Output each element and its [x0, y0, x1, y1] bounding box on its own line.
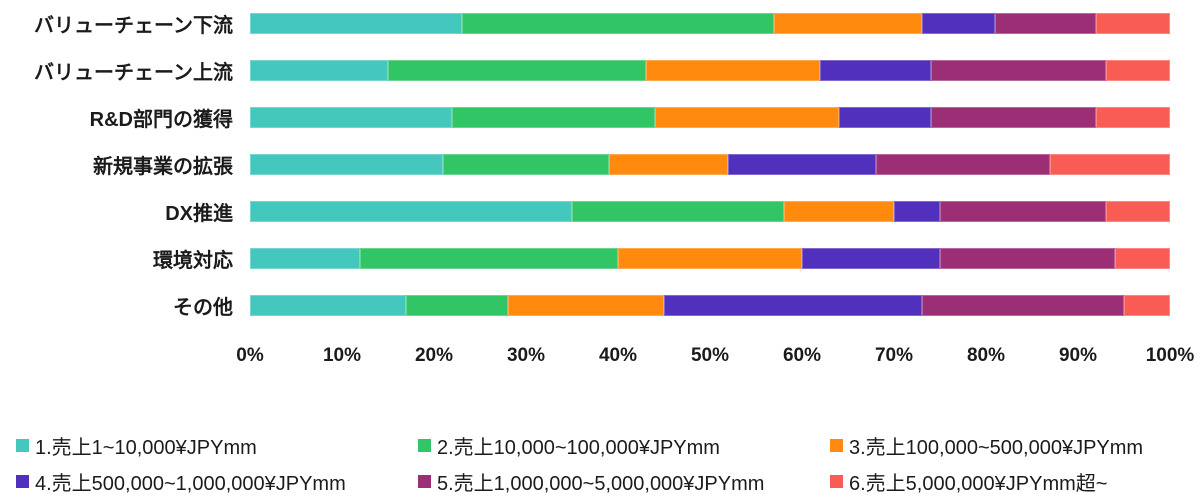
legend-label: 1.売上1~10,000¥JPYmm [35, 437, 257, 459]
x-axis: 0% 10% 20% 30% 40% 50% 60% 70% 80% 90% 1… [236, 345, 1194, 371]
legend-swatch-orange [830, 439, 843, 452]
bar-track [250, 154, 1170, 175]
legend-item-revenue-6: 6.売上5,000,000¥JPYmm超~ [830, 467, 1107, 496]
x-axis-tick: 20% [414, 345, 454, 366]
x-axis-tick: 10% [322, 345, 362, 366]
bar-segment-series-4 [893, 201, 940, 222]
bar-segment-series-2 [388, 60, 646, 81]
legend-item-revenue-2: 2.売上10,000~100,000¥JPYmm [418, 431, 720, 460]
legend-item-revenue-5: 5.売上1,000,000~5,000,000¥JPYmm [418, 467, 764, 496]
category-label: バリューチェーン下流 [34, 15, 233, 37]
legend-item-revenue-1: 1.売上1~10,000¥JPYmm [16, 431, 257, 460]
x-axis-tick: 90% [1058, 345, 1098, 366]
bar-segment-series-4 [801, 248, 940, 269]
bar-track [250, 60, 1170, 81]
bar-track [250, 248, 1170, 269]
bar-segment-series-4 [728, 154, 876, 175]
bar-segment-series-2 [572, 201, 784, 222]
legend-label: 2.売上10,000~100,000¥JPYmm [437, 437, 720, 459]
x-axis-tick: 80% [966, 345, 1006, 366]
bar-segment-series-4 [838, 107, 931, 128]
bar-track [250, 201, 1170, 222]
bar-segment-series-1 [250, 295, 407, 316]
bar-segment-series-6 [1123, 295, 1170, 316]
bar-segment-series-1 [250, 154, 444, 175]
bar-segment-series-5 [939, 248, 1115, 269]
bar-segment-series-5 [930, 60, 1106, 81]
legend-item-revenue-3: 3.売上100,000~500,000¥JPYmm [830, 431, 1143, 460]
x-axis-tick: 0% [236, 345, 264, 366]
legend-swatch-green [418, 439, 431, 452]
legend-swatch-purple [16, 475, 29, 488]
bar-row-other: その他 [0, 282, 1200, 329]
bar-row-rd-acquisition: R&D部門の獲得 [0, 94, 1200, 141]
x-axis-tick: 50% [690, 345, 730, 366]
bar-segment-series-4 [921, 13, 996, 34]
bar-track [250, 295, 1170, 316]
bar-row-valuechain-downstream: バリューチェーン下流 [0, 0, 1200, 47]
bar-segment-series-5 [995, 13, 1097, 34]
bar-row-new-business: 新規事業の拡張 [0, 141, 1200, 188]
bar-row-valuechain-upstream: バリューチェーン上流 [0, 47, 1200, 94]
bar-segment-series-2 [406, 295, 508, 316]
bar-segment-series-5 [930, 107, 1097, 128]
legend-label: 3.売上100,000~500,000¥JPYmm [849, 437, 1144, 459]
bar-segment-series-3 [608, 154, 729, 175]
legend-label: 6.売上5,000,000¥JPYmm超~ [849, 473, 1108, 495]
legend-label: 4.売上500,000~1,000,000¥JPYmm [35, 473, 346, 495]
bar-segment-series-3 [617, 248, 802, 269]
category-label: その他 [173, 297, 233, 319]
x-axis-tick: 30% [506, 345, 546, 366]
bar-segment-series-4 [820, 60, 931, 81]
bar-segment-series-3 [654, 107, 839, 128]
bar-segment-series-5 [939, 201, 1106, 222]
bar-segment-series-2 [360, 248, 618, 269]
bar-segment-series-6 [1105, 201, 1170, 222]
bar-segment-series-3 [774, 13, 922, 34]
bar-segment-series-1 [250, 13, 462, 34]
bar-segment-series-6 [1096, 13, 1170, 34]
x-axis-tick: 40% [598, 345, 638, 366]
legend-swatch-red [830, 475, 843, 488]
x-axis-tick: 100% [1145, 345, 1195, 366]
bar-segment-series-1 [250, 60, 388, 81]
legend-label: 5.売上1,000,000~5,000,000¥JPYmm [437, 473, 765, 495]
bar-segment-series-6 [1050, 154, 1170, 175]
bar-row-environment: 環境対応 [0, 235, 1200, 282]
legend-swatch-teal [16, 439, 29, 452]
bar-segment-series-1 [250, 107, 453, 128]
bar-segment-series-5 [875, 154, 1051, 175]
bar-segment-series-6 [1114, 248, 1170, 269]
x-axis-tick: 60% [782, 345, 822, 366]
bar-segment-series-5 [921, 295, 1124, 316]
category-label: R&D部門の獲得 [89, 109, 233, 131]
x-axis-tick: 70% [874, 345, 914, 366]
bar-segment-series-6 [1105, 60, 1170, 81]
category-label: DX推進 [165, 203, 233, 225]
bar-track [250, 107, 1170, 128]
category-label: 新規事業の拡張 [93, 156, 233, 178]
bar-segment-series-1 [250, 248, 361, 269]
plot-area: バリューチェーン下流 バリューチェーン上流 R&D部門の獲得 新規事業の拡張 D… [0, 0, 1200, 329]
bar-segment-series-3 [507, 295, 664, 316]
bar-track [250, 13, 1170, 34]
bar-segment-series-4 [663, 295, 922, 316]
bar-row-dx: DX推進 [0, 188, 1200, 235]
legend-item-revenue-4: 4.売上500,000~1,000,000¥JPYmm [16, 467, 346, 496]
bar-segment-series-2 [461, 13, 775, 34]
category-label: バリューチェーン上流 [34, 62, 233, 84]
bar-segment-series-2 [443, 154, 609, 175]
category-label: 環境対応 [153, 250, 233, 272]
bar-segment-series-1 [250, 201, 572, 222]
bar-segment-series-3 [783, 201, 894, 222]
legend-swatch-magenta [418, 475, 431, 488]
bar-segment-series-6 [1096, 107, 1170, 128]
bar-segment-series-3 [645, 60, 821, 81]
bar-segment-series-2 [452, 107, 655, 128]
